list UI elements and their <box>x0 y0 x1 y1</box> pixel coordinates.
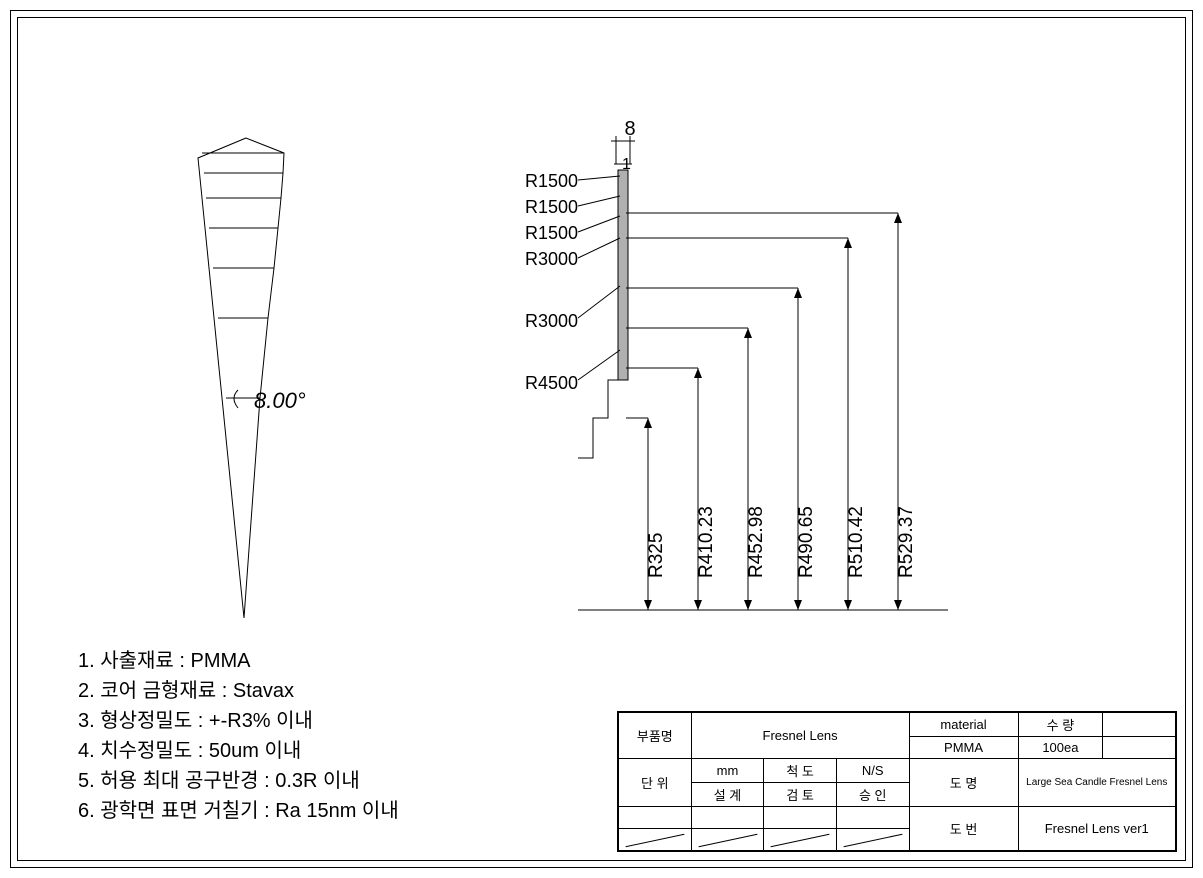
tb-material-label: material <box>909 713 1018 737</box>
drawing-inner-border: 8.00° 8 1 R1500 R1500 R1500 R3000 R3000 … <box>17 17 1186 861</box>
tb-material-value: PMMA <box>909 737 1018 759</box>
tb-part-label: 부품명 <box>619 713 692 759</box>
note-line: 1. 사출재료 : PMMA <box>78 646 399 676</box>
radial-dim-label: R510.42 <box>846 506 868 578</box>
drawing-notes: 1. 사출재료 : PMMA 2. 코어 금형재료 : Stavax 3. 형상… <box>78 646 399 826</box>
tb-diag-cell <box>691 829 764 851</box>
radial-dim-label: R452.98 <box>746 506 768 578</box>
radial-dim-label: R410.23 <box>696 506 718 578</box>
angle-dimension-label: 8.00° <box>254 388 306 414</box>
tb-design-label: 설 계 <box>691 783 764 807</box>
tb-diag-cell <box>836 829 909 851</box>
tb-unit-value: mm <box>691 759 764 783</box>
tb-blank <box>836 807 909 829</box>
tb-qty-value: 100ea <box>1018 737 1103 759</box>
radial-dim-label: R325 <box>646 533 668 578</box>
tb-blank <box>764 807 837 829</box>
tb-blank <box>1103 713 1176 737</box>
tb-qty-label: 수 량 <box>1018 713 1103 737</box>
note-line: 6. 광학면 표면 거칠기 : Ra 15nm 이내 <box>78 796 399 826</box>
tb-blank <box>619 807 692 829</box>
wedge-profile-svg <box>168 118 428 638</box>
tb-review-label: 검 토 <box>764 783 837 807</box>
tb-approve-label: 승 인 <box>836 783 909 807</box>
tb-scale-label: 척 도 <box>764 759 837 783</box>
tb-blank <box>691 807 764 829</box>
note-line: 4. 치수정밀도 : 50um 이내 <box>78 736 399 766</box>
tb-no-label: 도 번 <box>909 807 1018 851</box>
tb-unit-label: 단 위 <box>619 759 692 807</box>
tb-part-value: Fresnel Lens <box>691 713 909 759</box>
drawing-outer-border: 8.00° 8 1 R1500 R1500 R1500 R3000 R3000 … <box>10 10 1193 868</box>
note-line: 5. 허용 최대 공구반경 : 0.3R 이내 <box>78 766 399 796</box>
radial-dim-label: R490.65 <box>796 506 818 578</box>
tb-diag-cell <box>764 829 837 851</box>
radial-dim-label: R529.37 <box>896 506 918 578</box>
title-block: 부품명 Fresnel Lens material 수 량 PMMA 100ea… <box>617 711 1177 852</box>
tb-name-label: 도 명 <box>909 759 1018 807</box>
tb-scale-value: N/S <box>836 759 909 783</box>
note-line: 3. 형상정밀도 : +-R3% 이내 <box>78 706 399 736</box>
tb-diag-cell <box>619 829 692 851</box>
tb-blank <box>1103 737 1176 759</box>
tb-no-value: Fresnel Lens ver1 <box>1018 807 1175 851</box>
note-line: 2. 코어 금형재료 : Stavax <box>78 676 399 706</box>
tb-name-value: Large Sea Candle Fresnel Lens <box>1018 759 1175 807</box>
